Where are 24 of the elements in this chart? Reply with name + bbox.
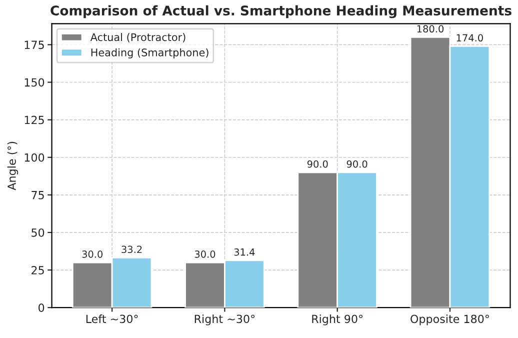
chart-title: Comparison of Actual vs. Smartphone Heading Measurements: [50, 5, 512, 18]
y-tick-label: 25: [32, 266, 44, 274]
data-label: 174.0: [456, 34, 483, 42]
x-tick-label: Right ~30°: [194, 314, 255, 326]
y-tick-label: 175: [24, 40, 44, 50]
y-tick-label: 100: [24, 153, 44, 162]
y-axis-title: Angle (°): [7, 142, 18, 190]
data-label: 90.0: [346, 160, 368, 168]
y-tick-label: 125: [24, 116, 44, 124]
data-label: 33.2: [122, 246, 142, 254]
y-tick-label: 50: [32, 228, 44, 237]
data-label: 90.0: [307, 160, 328, 168]
y-tick-label: 150: [24, 78, 44, 87]
legend-label: Heading (Smartphone): [91, 48, 208, 58]
x-tick-label: Opposite 180°: [410, 314, 489, 326]
y-tick-label: 0: [38, 304, 44, 312]
x-tick-label: Right 90°: [312, 314, 363, 326]
legend-label: Actual (Protractor): [90, 33, 186, 42]
x-tick-label: Left ~30°: [86, 314, 138, 324]
y-tick-label: 75: [32, 191, 44, 200]
data-label: 31.4: [234, 248, 255, 256]
data-label: 30.0: [82, 250, 103, 258]
data-label: 30.0: [194, 250, 216, 258]
data-label: 180.0: [417, 25, 444, 33]
